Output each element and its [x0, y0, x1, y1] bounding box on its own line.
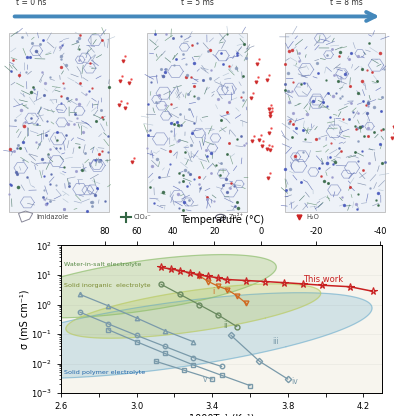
FancyBboxPatch shape: [9, 33, 109, 211]
Text: t = 5 ms: t = 5 ms: [180, 0, 214, 7]
Text: Imidazole: Imidazole: [36, 214, 69, 220]
FancyBboxPatch shape: [284, 33, 385, 211]
Text: H₂O: H₂O: [307, 214, 320, 220]
Text: ClO₄⁻: ClO₄⁻: [133, 214, 151, 220]
X-axis label: 1000T⁻¹ (K⁻¹): 1000T⁻¹ (K⁻¹): [189, 414, 255, 416]
Text: iii: iii: [273, 337, 279, 346]
Polygon shape: [4, 255, 276, 318]
Text: t = 8 ms: t = 8 ms: [330, 0, 363, 7]
X-axis label: Temperature (°C): Temperature (°C): [180, 215, 264, 225]
Polygon shape: [0, 293, 372, 379]
Polygon shape: [66, 284, 321, 338]
Text: This work: This work: [303, 275, 343, 284]
Text: Water-in-salt electrolyte: Water-in-salt electrolyte: [64, 262, 141, 267]
Text: t = 0 ns: t = 0 ns: [16, 0, 47, 7]
Text: iv: iv: [292, 377, 298, 386]
Text: i: i: [212, 287, 214, 296]
Text: ii: ii: [223, 321, 228, 329]
FancyBboxPatch shape: [147, 33, 247, 211]
Text: v: v: [203, 375, 207, 384]
Y-axis label: σ (mS cm⁻¹): σ (mS cm⁻¹): [20, 290, 30, 349]
Text: Zn²⁺: Zn²⁺: [229, 214, 243, 220]
Text: Solid inorganic  electrolyte: Solid inorganic electrolyte: [64, 283, 151, 288]
Text: Solid polymer electrolyte: Solid polymer electrolyte: [64, 370, 145, 375]
